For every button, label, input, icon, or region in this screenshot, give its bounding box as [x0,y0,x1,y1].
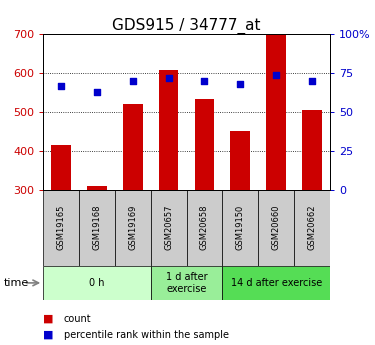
Point [201,78,207,84]
Text: ■: ■ [43,314,57,324]
Bar [43,266,151,300]
Bar [187,190,222,266]
Point [166,75,172,81]
Bar [294,190,330,266]
Bar [79,190,115,266]
Point [273,72,279,78]
Bar [231,131,250,190]
Bar [302,110,322,190]
Bar [151,190,187,266]
Bar [151,266,222,300]
Bar [222,266,330,300]
Text: ■: ■ [43,330,57,339]
Bar [258,190,294,266]
Point [237,81,243,87]
Text: 0 h: 0 h [89,278,105,288]
Text: 14 d after exercise: 14 d after exercise [231,278,322,288]
Text: count: count [64,314,92,324]
Bar [195,99,214,190]
Text: GSM19168: GSM19168 [92,205,101,250]
Bar [115,190,151,266]
Text: time: time [4,278,29,288]
Text: percentile rank within the sample: percentile rank within the sample [64,330,229,339]
Bar [266,34,286,190]
Point [309,78,315,84]
Bar [222,190,258,266]
Text: GSM19169: GSM19169 [128,205,137,250]
Point [94,89,100,95]
Text: GSM19150: GSM19150 [236,205,245,250]
Bar [159,70,178,190]
Text: 1 d after
exercise: 1 d after exercise [166,272,207,294]
Text: GSM20660: GSM20660 [272,205,281,250]
Bar [43,190,79,266]
Text: GSM19165: GSM19165 [57,205,66,250]
Point [130,78,136,84]
Bar [123,104,142,190]
Title: GDS915 / 34777_at: GDS915 / 34777_at [112,18,261,34]
Text: GSM20662: GSM20662 [308,205,316,250]
Point [58,83,64,88]
Text: GSM20657: GSM20657 [164,205,173,250]
Bar [51,145,71,190]
Text: GSM20658: GSM20658 [200,205,209,250]
Bar [87,186,107,190]
